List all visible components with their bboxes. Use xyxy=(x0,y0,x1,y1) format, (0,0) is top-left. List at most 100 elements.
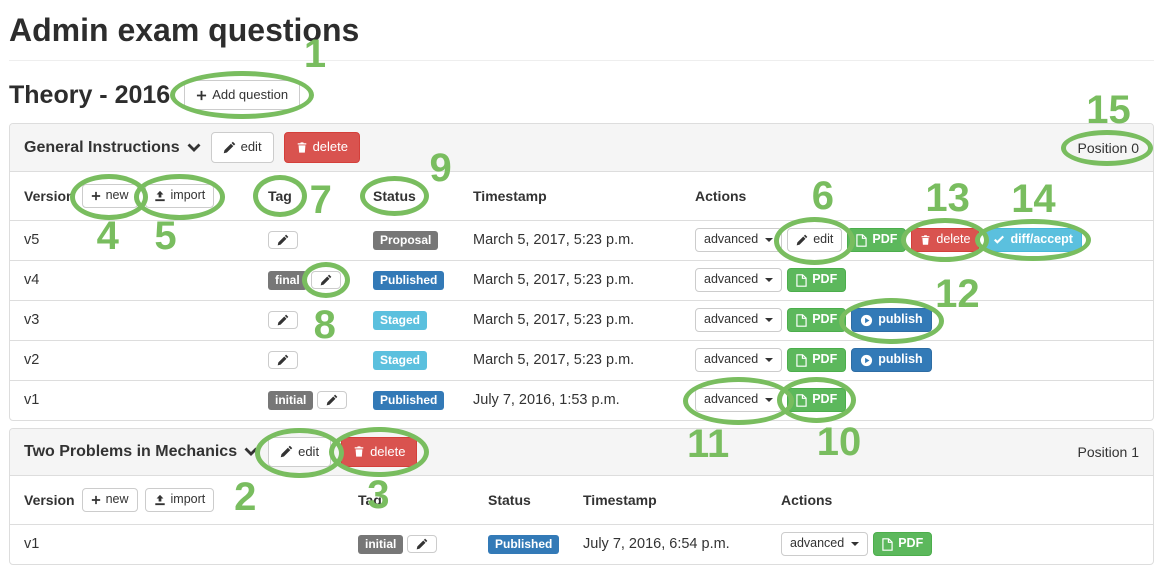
pencil-icon xyxy=(320,274,332,286)
tag-cell: initial xyxy=(350,523,480,564)
import-button[interactable]: import xyxy=(144,183,215,208)
tag-edit-button[interactable] xyxy=(268,231,298,250)
panel-edit-button[interactable]: edit xyxy=(210,132,274,163)
pdf-button[interactable]: PDF xyxy=(873,532,933,557)
annotation-1-wrap: Add question 1 xyxy=(170,34,326,120)
tag-edit-button[interactable] xyxy=(317,391,348,410)
import-label: import xyxy=(170,187,206,202)
edit-button[interactable]: edit xyxy=(787,228,843,253)
status-badge: Staged xyxy=(373,350,428,370)
annotation-5-wrap: import 5 xyxy=(133,173,226,256)
table-row: v2 Staged March 5, 2017, 5:23 p.m. advan… xyxy=(10,339,1153,381)
version-header-label: Version xyxy=(24,187,75,204)
advanced-dropdown[interactable]: advanced xyxy=(695,228,783,253)
timestamp-cell: March 5, 2017, 5:23 p.m. xyxy=(465,299,687,341)
check-icon xyxy=(993,235,1005,245)
tag-edit-button[interactable] xyxy=(268,351,298,370)
panel-edit-label: edit xyxy=(240,139,262,155)
publish-label: publish xyxy=(878,312,923,327)
actions-cell: advanced PDF xyxy=(773,523,1153,564)
annotation-3-wrap: delete 3 xyxy=(329,426,430,515)
status-badge: Proposal xyxy=(373,230,439,250)
actions-column-header: Actions xyxy=(687,171,1153,221)
new-version-button[interactable]: new xyxy=(81,183,138,208)
pdf-button[interactable]: PDF xyxy=(847,228,907,253)
pdf-label: PDF xyxy=(898,536,924,551)
status-cell: Published xyxy=(365,379,465,420)
status-cell: Proposal xyxy=(365,219,465,261)
add-question-button[interactable]: Add question xyxy=(184,80,301,111)
caret-down-icon xyxy=(765,358,774,363)
file-pdf-icon xyxy=(796,313,807,327)
advanced-label: advanced xyxy=(704,312,759,327)
table-row: v5 Proposal March 5, 2017, 5:23 p.m. adv… xyxy=(10,176,1153,266)
panel-title-wrap[interactable]: Two Problems in Mechanics xyxy=(24,443,258,461)
table-row: v3 Staged March 5, 2017, 5:23 p.m. advan… xyxy=(10,274,1153,345)
timestamp-column-header: Timestamp xyxy=(575,476,773,525)
timestamp-cell: March 5, 2017, 5:23 p.m. xyxy=(465,219,687,261)
pdf-button[interactable]: PDF xyxy=(787,268,847,293)
panel-title-wrap[interactable]: General Instructions xyxy=(24,139,201,157)
position-label: Position 1 xyxy=(1077,443,1139,460)
pdf-button[interactable]: PDF xyxy=(787,348,847,373)
advanced-dropdown[interactable]: advanced xyxy=(695,308,783,333)
panel-delete-label: delete xyxy=(370,443,406,459)
tag-edit-button[interactable] xyxy=(268,311,298,330)
trash-icon xyxy=(920,234,931,246)
pencil-icon xyxy=(277,234,289,246)
status-column-header: Status 9 xyxy=(360,148,465,221)
annotation-14-wrap: diff/accept 14 xyxy=(975,179,1091,262)
version-column-header: Version new 4 import xyxy=(10,171,260,256)
version-cell: v5 xyxy=(10,219,260,261)
table-header-row: Version new import Tag Status Timestamp xyxy=(10,476,1153,525)
tag-cell xyxy=(260,219,365,261)
panel-heading: Two Problems in Mechanics edit 2 delete … xyxy=(10,426,1153,517)
delete-button[interactable]: delete xyxy=(911,228,980,253)
tag-edit-button[interactable] xyxy=(407,535,438,554)
advanced-dropdown[interactable]: advanced xyxy=(695,268,783,293)
play-circle-icon xyxy=(860,314,873,327)
new-label: new xyxy=(105,187,129,202)
status-header-label: Status xyxy=(373,187,416,204)
panel-edit-button[interactable]: edit xyxy=(268,436,332,468)
new-version-button[interactable]: new xyxy=(81,488,138,512)
pencil-icon xyxy=(416,538,428,550)
status-cell: Staged xyxy=(365,299,465,341)
section-header: Theory - 2016 Add question 1 xyxy=(9,34,1154,120)
publish-button[interactable]: publish xyxy=(851,348,932,373)
upload-icon xyxy=(154,190,166,202)
plus-icon xyxy=(91,495,101,505)
advanced-dropdown[interactable]: advanced xyxy=(781,532,869,557)
annotation-6-wrap: edit 6 xyxy=(774,176,856,266)
versions-table: Version new 4 import xyxy=(10,148,1153,464)
panel-title: Two Problems in Mechanics xyxy=(24,442,238,460)
table-row: v4 final 8 Published March 5, 2017, 5:23… xyxy=(10,259,1153,345)
import-button[interactable]: import xyxy=(144,488,215,512)
annotation-9-wrap: Status 9 xyxy=(360,148,452,216)
pencil-icon xyxy=(223,141,236,154)
advanced-label: advanced xyxy=(704,272,759,287)
advanced-dropdown[interactable]: advanced xyxy=(695,348,783,373)
advanced-dropdown[interactable]: advanced xyxy=(695,388,783,413)
annotation-4-wrap: new 4 xyxy=(69,173,148,256)
panel-heading: General Instructions edit delete Positio… xyxy=(10,90,1153,172)
panel-delete-button[interactable]: delete xyxy=(341,436,418,468)
annotation-number: 7 xyxy=(309,177,332,222)
add-question-label: Add question xyxy=(212,87,289,102)
tag-edit-button[interactable] xyxy=(310,271,341,290)
position-label: Position 0 xyxy=(1077,139,1139,156)
tag-badge: final xyxy=(268,270,307,290)
timestamp-cell: March 5, 2017, 5:23 p.m. xyxy=(465,339,687,381)
diff-accept-button[interactable]: diff/accept xyxy=(984,228,1082,253)
status-cell: Staged xyxy=(365,339,465,381)
file-pdf-icon xyxy=(856,233,868,247)
page: Admin exam questions Theory - 2016 Add q… xyxy=(0,12,1163,565)
annotation-15-wrap: Position 0 15 xyxy=(1060,90,1153,166)
delete-label: delete xyxy=(936,232,971,247)
publish-button[interactable]: publish xyxy=(851,308,932,333)
version-cell: v1 xyxy=(10,523,350,564)
pdf-button[interactable]: PDF xyxy=(787,388,847,413)
pdf-button[interactable]: PDF xyxy=(787,308,847,333)
annotation-13-wrap: delete 13 xyxy=(901,178,990,263)
panel-delete-button[interactable]: delete xyxy=(283,132,360,163)
